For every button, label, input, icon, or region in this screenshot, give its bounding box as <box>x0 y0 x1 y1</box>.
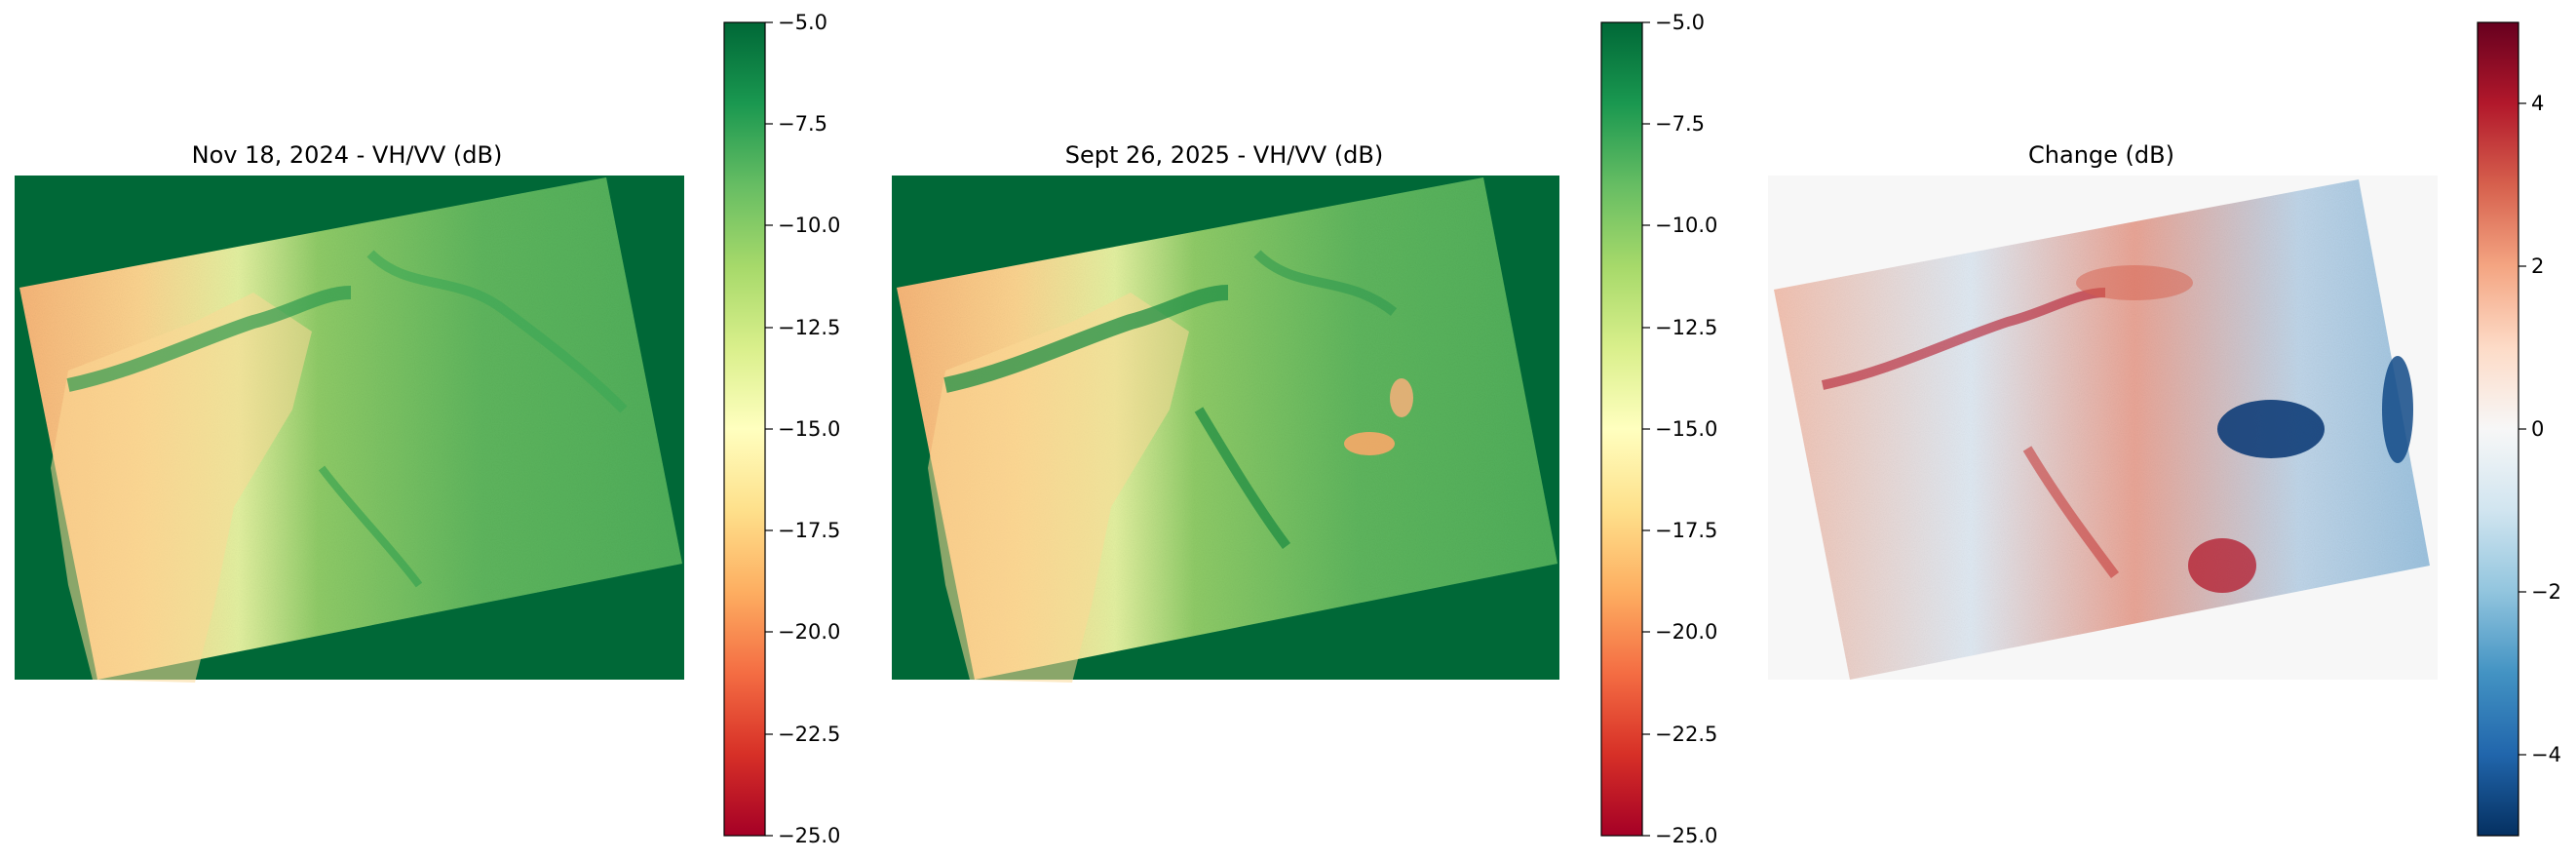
panel-2: Sept 26, 2025 - VH/VV (dB) <box>892 141 1559 683</box>
colorbar-3: 4 2 0 −2 −4 <box>2477 21 2561 837</box>
colorbar-1-tick-label: −12.5 <box>778 316 840 339</box>
colorbar-3-labels: 4 2 0 −2 −4 <box>2531 92 2561 766</box>
panel-3-title: Change (dB) <box>2028 141 2174 169</box>
colorbar-3-gradient <box>2477 21 2519 837</box>
colorbar-1-tick-label: −15.0 <box>778 417 840 441</box>
colorbar-2-tick-label: −20.0 <box>1655 620 1717 644</box>
colorbar-1-tick-label: −17.5 <box>778 519 840 542</box>
colorbar-1-gradient <box>723 21 766 837</box>
colorbar-1-tick-label: −20.0 <box>778 620 840 644</box>
colorbar-3-tick-label: 4 <box>2531 92 2544 115</box>
colorbar-1-tick-label: −5.0 <box>778 11 827 34</box>
colorbar-2: −5.0 −7.5 −10.0 −12.5 −15.0 −17.5 −20.0 … <box>1600 11 1717 847</box>
panel-2-image <box>892 176 1559 683</box>
colorbar-3-tick-label: −4 <box>2531 743 2561 766</box>
colorbar-2-tick-label: −7.5 <box>1655 112 1705 136</box>
panel-3: Change (dB) <box>1768 141 2438 680</box>
panel-1-title: Nov 18, 2024 - VH/VV (dB) <box>192 141 503 169</box>
colorbar-1-labels: −5.0 −7.5 −10.0 −12.5 −15.0 −17.5 −20.0 … <box>778 11 840 847</box>
colorbar-2-tick-label: −12.5 <box>1655 316 1717 339</box>
colorbar-2-labels: −5.0 −7.5 −10.0 −12.5 −15.0 −17.5 −20.0 … <box>1655 11 1717 847</box>
colorbar-2-tick-label: −22.5 <box>1655 723 1717 746</box>
colorbar-3-ticks <box>2518 102 2526 756</box>
panel-3-image <box>1768 176 2438 680</box>
colorbar-2-tick-label: −5.0 <box>1655 11 1705 34</box>
colorbar-1-tick-label: −22.5 <box>778 723 840 746</box>
colorbar-2-tick-label: −25.0 <box>1655 824 1717 847</box>
colorbar-1: −5.0 −7.5 −10.0 −12.5 −15.0 −17.5 −20.0 … <box>723 11 840 847</box>
colorbar-3-tick-label: −2 <box>2531 580 2561 604</box>
colorbar-1-tick-label: −7.5 <box>778 112 827 136</box>
colorbar-2-ticks <box>1642 21 1650 837</box>
colorbar-2-gradient <box>1600 21 1643 837</box>
colorbar-1-ticks <box>765 21 773 837</box>
colorbar-2-tick-label: −15.0 <box>1655 417 1717 441</box>
colorbar-3-tick-label: 2 <box>2531 254 2544 278</box>
colorbar-3-tick-label: 0 <box>2531 417 2544 441</box>
colorbar-1-tick-label: −10.0 <box>778 214 840 237</box>
colorbar-2-tick-label: −10.0 <box>1655 214 1717 237</box>
panel-1-image <box>15 176 684 683</box>
colorbar-1-tick-label: −25.0 <box>778 824 840 847</box>
colorbar-2-tick-label: −17.5 <box>1655 519 1717 542</box>
panel-1: Nov 18, 2024 - VH/VV (dB) <box>15 141 684 683</box>
panel-2-title: Sept 26, 2025 - VH/VV (dB) <box>1065 141 1384 169</box>
